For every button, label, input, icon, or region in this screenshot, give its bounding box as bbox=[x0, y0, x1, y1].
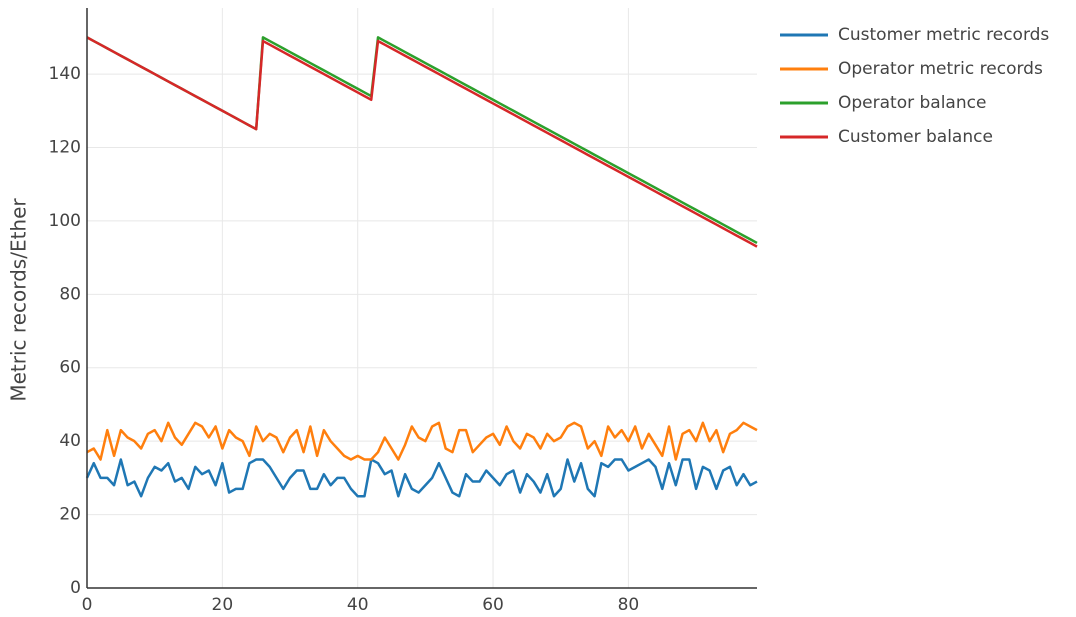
legend: Customer metric records Operator metric r… bbox=[780, 25, 1049, 147]
y-tick-label: 40 bbox=[59, 431, 81, 451]
x-tick-label: 0 bbox=[82, 595, 93, 615]
legend-label: Operator metric records bbox=[838, 59, 1043, 79]
y-tick-label: 0 bbox=[70, 578, 81, 598]
x-tick-label: 80 bbox=[618, 595, 640, 615]
y-tick-label: 100 bbox=[49, 211, 81, 231]
data-line bbox=[86, 36, 758, 245]
data-line bbox=[85, 458, 758, 498]
y-tick-label: 140 bbox=[49, 64, 81, 84]
y-tick-label: 20 bbox=[59, 505, 81, 525]
legend-label: Customer metric records bbox=[838, 25, 1049, 45]
y-axis-title: Metric records/Ether bbox=[7, 198, 31, 402]
x-tick-label: 20 bbox=[212, 595, 234, 615]
x-tick-label: 40 bbox=[347, 595, 369, 615]
grid bbox=[86, 8, 757, 589]
legend-label: Operator balance bbox=[838, 93, 986, 113]
data-line bbox=[86, 36, 758, 248]
y-tick-label: 60 bbox=[59, 358, 81, 378]
legend-label: Customer balance bbox=[838, 127, 993, 147]
data-line bbox=[86, 421, 758, 461]
y-tick-label: 120 bbox=[49, 137, 81, 157]
y-tick-label: 80 bbox=[59, 284, 81, 304]
plot-area bbox=[85, 36, 758, 498]
x-tick-label: 60 bbox=[482, 595, 504, 615]
